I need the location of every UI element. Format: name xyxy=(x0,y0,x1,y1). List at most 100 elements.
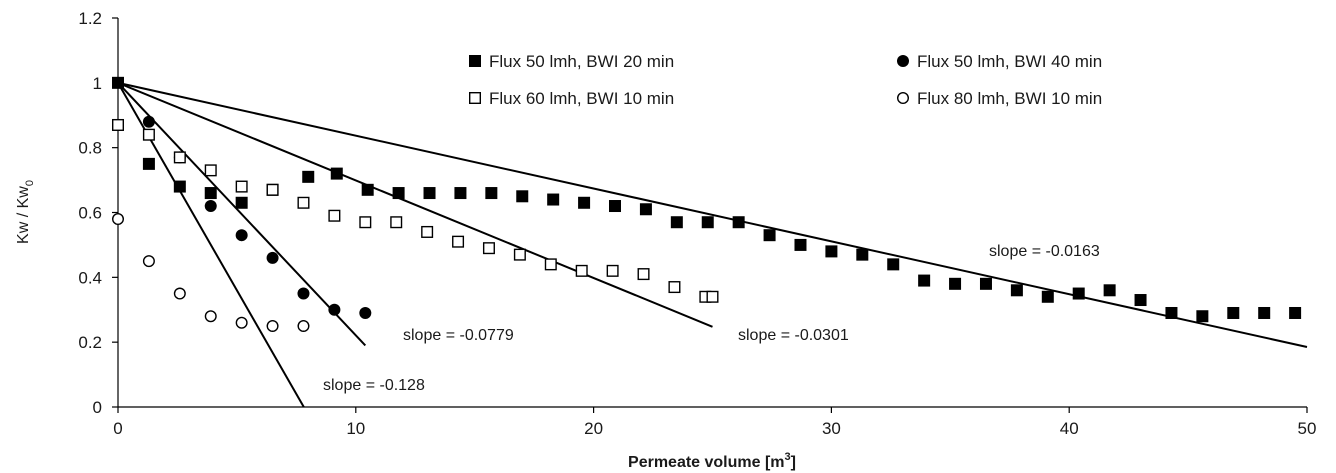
legend-marker xyxy=(897,55,909,67)
data-point xyxy=(297,319,310,332)
slope-labels: slope = -0.128 slope = -0.0779 slope = -0.… xyxy=(323,243,1100,394)
data-point xyxy=(1196,310,1209,323)
data-point xyxy=(918,274,931,287)
y-tick-label: 1.2 xyxy=(78,9,102,28)
x-axis-title: Permeate volume [m3] xyxy=(628,451,796,471)
x-tick-label: 40 xyxy=(1060,419,1079,438)
y-axis-title: Kw / Kw0 xyxy=(15,180,36,244)
data-point xyxy=(390,216,403,229)
data-point xyxy=(578,196,591,209)
data-point xyxy=(454,187,467,200)
data-point xyxy=(1103,284,1116,297)
legend-marker xyxy=(897,91,910,104)
data-point xyxy=(1072,287,1085,300)
data-point xyxy=(235,229,248,242)
data-point xyxy=(266,319,279,332)
data-point xyxy=(361,183,374,196)
y-ticks: 0 0.2 0.4 0.6 0.8 1 1.2 xyxy=(78,9,118,417)
data-point xyxy=(887,258,900,271)
data-point xyxy=(547,193,560,206)
data-point xyxy=(1227,306,1240,319)
data-point xyxy=(328,303,341,316)
data-point xyxy=(1165,306,1178,319)
legend-label: Flux 50 lmh, BWI 20 min xyxy=(489,52,674,71)
data-point xyxy=(1134,294,1147,307)
data-point xyxy=(732,216,745,229)
data-point xyxy=(1041,290,1054,303)
legend-label: Flux 80 lmh, BWI 10 min xyxy=(917,89,1102,108)
data-point xyxy=(856,248,869,261)
data-point xyxy=(825,245,838,258)
data-point xyxy=(142,128,155,141)
data-point xyxy=(111,118,124,131)
data-point xyxy=(668,281,681,294)
legend-marker xyxy=(469,91,482,104)
data-point xyxy=(235,316,248,329)
data-point xyxy=(328,209,341,222)
data-point xyxy=(204,200,217,213)
data-point xyxy=(266,251,279,264)
data-point xyxy=(266,183,279,196)
y-tick-label: 1 xyxy=(93,74,102,93)
slope-label: slope = -0.0301 xyxy=(738,327,849,344)
data-point xyxy=(1289,306,1302,319)
slope-label: slope = -0.0163 xyxy=(989,243,1100,260)
data-point xyxy=(235,196,248,209)
data-point xyxy=(142,157,155,170)
data-point xyxy=(482,242,495,255)
data-point xyxy=(949,277,962,290)
x-ticks: 0 10 20 30 40 50 xyxy=(113,407,1316,438)
data-point xyxy=(979,277,992,290)
data-point xyxy=(485,187,498,200)
data-point xyxy=(794,238,807,251)
data-point xyxy=(173,287,186,300)
data-point xyxy=(516,190,529,203)
fit-lines xyxy=(117,81,1308,408)
legend: Flux 50 lmh, BWI 20 min Flux 50 lmh, BWI … xyxy=(469,52,1102,108)
legend-label: Flux 50 lmh, BWI 40 min xyxy=(917,52,1102,71)
fit-line xyxy=(117,81,1308,349)
x-tick-label: 10 xyxy=(346,419,365,438)
slope-label: slope = -0.0779 xyxy=(403,327,514,344)
x-tick-label: 50 xyxy=(1298,419,1317,438)
fit-line xyxy=(117,82,367,347)
data-point xyxy=(359,306,372,319)
data-point xyxy=(204,187,217,200)
data-point xyxy=(639,203,652,216)
legend-marker xyxy=(469,55,481,67)
data-point xyxy=(392,187,405,200)
y-tick-label: 0 xyxy=(93,398,102,417)
axes xyxy=(117,18,1307,408)
data-point xyxy=(112,76,124,89)
x-tick-label: 30 xyxy=(822,419,841,438)
y-tick-label: 0.2 xyxy=(78,333,102,352)
fit-line xyxy=(117,81,713,328)
data-point xyxy=(297,196,310,209)
data-point xyxy=(204,164,217,177)
data-point xyxy=(606,264,619,277)
data-point xyxy=(142,115,155,128)
data-point xyxy=(111,212,124,225)
data-point xyxy=(452,235,465,248)
legend-label: Flux 60 lmh, BWI 10 min xyxy=(489,89,674,108)
data-point xyxy=(544,258,557,271)
data-point xyxy=(423,187,436,200)
data-point xyxy=(235,180,248,193)
data-point xyxy=(701,216,714,229)
slope-label: slope = -0.128 xyxy=(323,377,425,394)
data-point xyxy=(706,290,719,303)
data-point xyxy=(1010,284,1023,297)
data-point xyxy=(763,229,776,242)
data-point xyxy=(637,268,650,281)
data-points xyxy=(111,76,1302,332)
data-point xyxy=(302,170,315,183)
y-tick-label: 0.4 xyxy=(78,268,102,287)
data-point xyxy=(359,216,372,229)
data-point xyxy=(173,151,186,164)
x-tick-label: 20 xyxy=(584,419,603,438)
data-point xyxy=(513,248,526,261)
data-point xyxy=(142,255,155,268)
data-point xyxy=(575,264,588,277)
data-point xyxy=(609,200,622,213)
